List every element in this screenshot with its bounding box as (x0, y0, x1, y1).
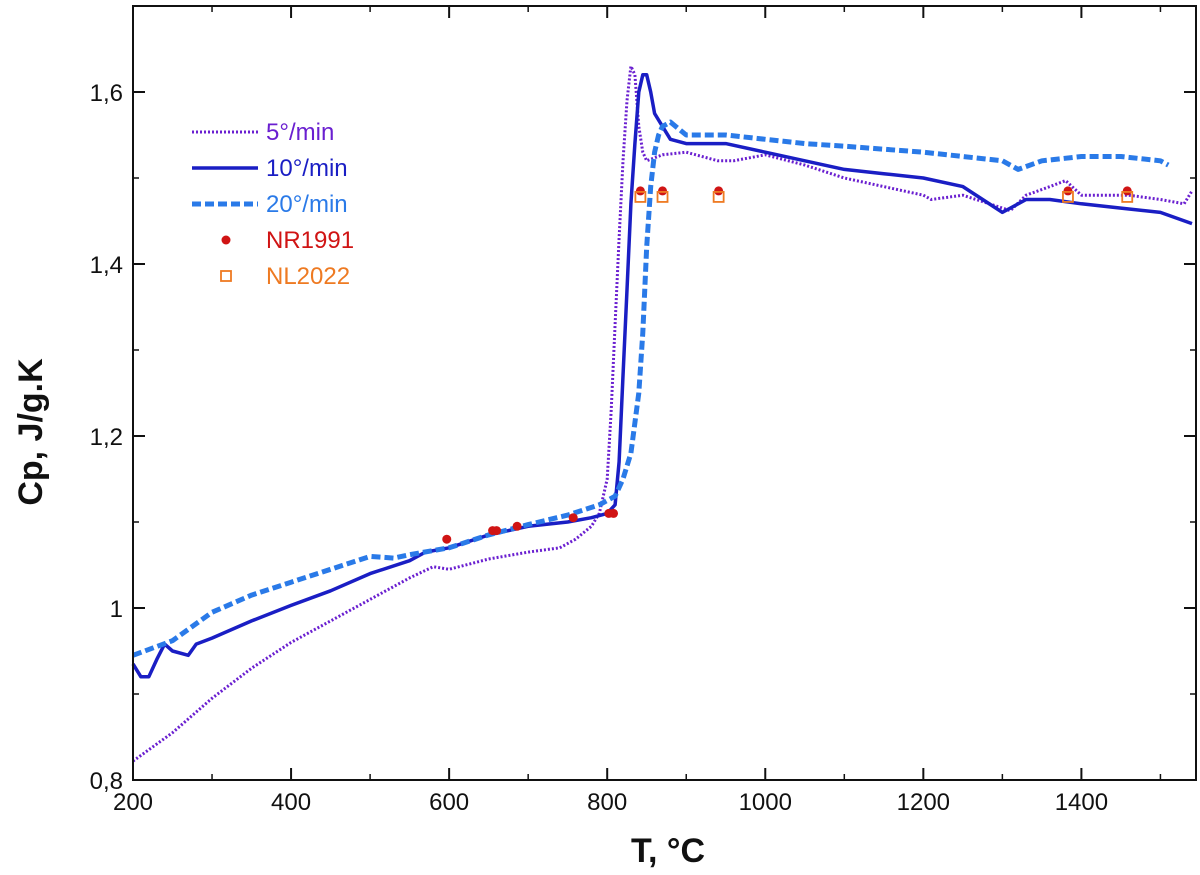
series-3 (442, 186, 1132, 544)
data-point (442, 534, 452, 544)
data-point (658, 186, 668, 196)
data-point (1121, 191, 1134, 203)
legend-label: 5°/min (266, 119, 334, 146)
x-tick-label: 600 (429, 789, 469, 816)
legend-label: NL2022 (266, 263, 350, 290)
plot-frame (132, 5, 1197, 781)
legend-label: 20°/min (266, 191, 348, 218)
y-tick-label: 1,2 (90, 424, 123, 451)
legend-label: NR1991 (266, 227, 354, 254)
series-line (132, 119, 1170, 658)
x-tick-label: 1400 (1055, 789, 1108, 816)
series-4 (634, 191, 1134, 203)
legend-item: 5°/min (192, 119, 334, 146)
legend: 5°/min 10°/min 20°/min NR1991 NL2022 (192, 119, 354, 290)
data-point (609, 508, 619, 518)
legend-item: NR1991 (221, 227, 354, 254)
series-layer (131, 64, 1194, 763)
y-tick-label: 1 (110, 596, 123, 623)
x-tick-label: 1000 (739, 789, 792, 816)
legend-label: 10°/min (266, 155, 348, 182)
data-point (635, 186, 645, 196)
series-0 (132, 64, 1194, 763)
legend-item: 10°/min (192, 155, 348, 182)
x-tick-label: 200 (113, 789, 153, 816)
data-point (714, 186, 724, 196)
y-ticks: 0,8 1 1,2 1,4 1,6 (90, 80, 1196, 795)
data-point (1063, 186, 1073, 196)
y-tick-label: 1,6 (90, 80, 123, 107)
series-line (131, 73, 1193, 679)
series-2 (132, 119, 1170, 658)
x-tick-label: 400 (271, 789, 311, 816)
legend-item: NL2022 (220, 263, 350, 290)
legend-symbol (220, 270, 232, 282)
legend-symbol (221, 235, 231, 245)
data-point (512, 521, 522, 531)
data-point (492, 526, 502, 536)
data-point (712, 191, 725, 203)
x-axis-title: T, °C (631, 832, 705, 870)
data-point (634, 191, 647, 203)
series-1 (131, 73, 1193, 679)
y-axis-title: Cp, J/g.K (12, 358, 50, 506)
x-tick-label: 1200 (897, 789, 950, 816)
x-ticks: 200 400 600 800 1000 1200 1400 (113, 6, 1162, 816)
x-tick-label: 800 (587, 789, 627, 816)
legend-item: 20°/min (192, 191, 348, 218)
series-line (132, 64, 1194, 763)
y-tick-label: 1,4 (90, 252, 123, 279)
data-point (568, 513, 578, 523)
data-point (1122, 186, 1132, 196)
y-tick-label: 0,8 (90, 768, 123, 795)
data-point (1062, 191, 1074, 203)
data-point (656, 191, 669, 203)
